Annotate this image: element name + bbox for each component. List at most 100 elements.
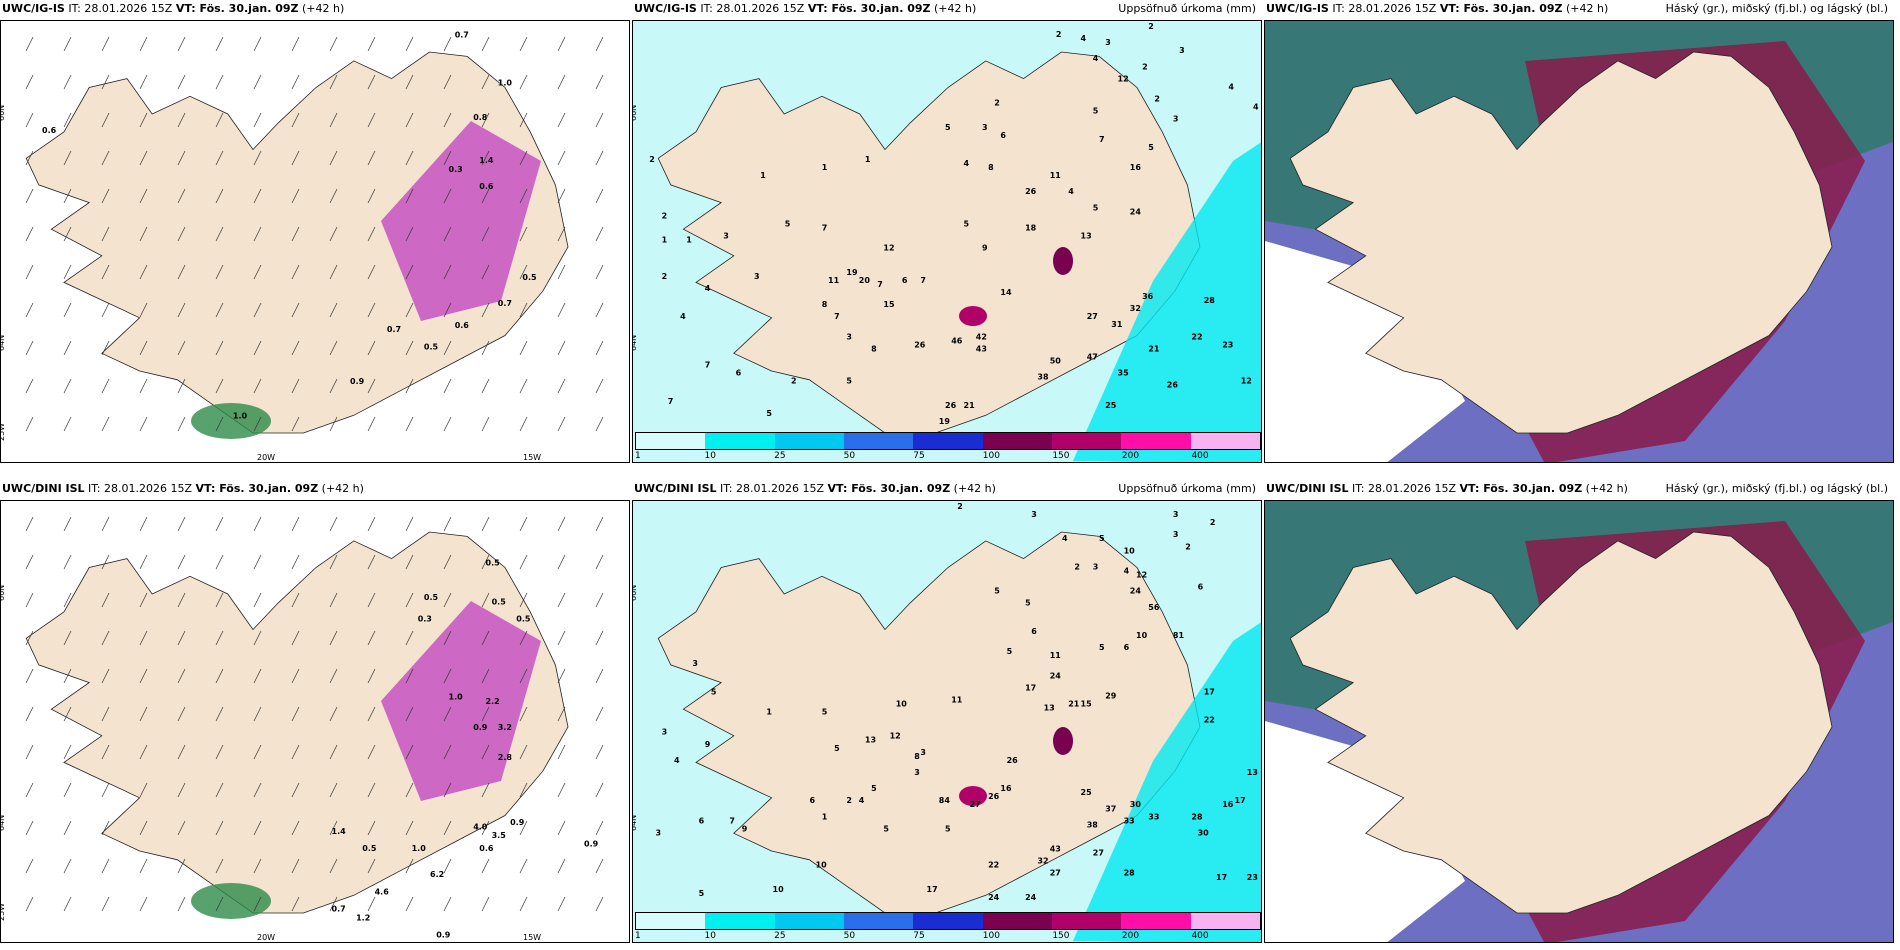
wind-barb	[253, 706, 262, 722]
wind-barb	[215, 630, 224, 646]
map-value-label: 12	[1241, 377, 1252, 386]
wind-barb	[481, 378, 490, 394]
map-frame[interactable]	[1264, 500, 1894, 943]
valid-time: Fös. 30.jan. 09Z	[199, 2, 299, 15]
wind-barb	[405, 668, 414, 684]
wind-barb	[557, 820, 566, 836]
init-time: 28.01.2026 15Z	[716, 2, 805, 15]
wind-barb	[443, 340, 452, 356]
wind-barb	[367, 340, 376, 356]
colorbar-tick: 1	[635, 931, 641, 941]
map-value-label: 7	[1099, 135, 1105, 144]
wind-barb	[139, 74, 148, 90]
lat-label: 64N	[633, 815, 638, 831]
wind-barb	[405, 226, 414, 242]
colorbar-cells	[635, 432, 1261, 450]
map-value-label: 3	[656, 828, 662, 837]
colorbar-tick: 50	[843, 451, 856, 461]
map-value-label: 3	[1031, 510, 1037, 519]
wind-barb	[481, 302, 490, 318]
valid-time: Fös. 30.jan. 09Z	[1483, 482, 1583, 495]
wind-barb	[329, 896, 338, 912]
wind-barb	[443, 226, 452, 242]
map-value-label: 4	[964, 159, 970, 168]
map-value-label: 3	[1093, 562, 1099, 571]
wind-barb	[595, 706, 604, 722]
wind-barb	[291, 782, 300, 798]
wind-barb	[367, 378, 376, 394]
wind-barb	[253, 150, 262, 166]
wind-barb	[367, 744, 376, 760]
wind-barb	[329, 188, 338, 204]
map-value-label: 0.3	[449, 165, 463, 174]
wind-barb	[101, 706, 110, 722]
lon-label: 20W	[257, 453, 275, 462]
map-value-label: 21	[1148, 344, 1160, 353]
map-value-label: 43	[1050, 845, 1061, 854]
wind-barb	[557, 226, 566, 242]
map-value-label: 22	[1191, 332, 1202, 341]
map-value-label: 0.5	[522, 273, 537, 282]
wind-barb	[557, 416, 566, 432]
wind-barb	[101, 378, 110, 394]
wind-barb	[443, 630, 452, 646]
precip-max-area	[959, 306, 987, 326]
wind-barb	[139, 516, 148, 532]
map-frame[interactable]: 20W 15W 66N 64N 25W 0.5 0.5 0.5 0.5 0.3 1.0 2.2 3.2 2…	[0, 500, 630, 943]
colorbar-cell	[843, 433, 914, 449]
map-value-label: 1.0	[233, 412, 248, 421]
wind-barb	[25, 668, 34, 684]
wind-barb	[177, 706, 186, 722]
wind-barb	[519, 516, 528, 532]
map-value-label: 21	[964, 401, 976, 410]
map-frame[interactable]: 66N 64N 2 3 2 4 12 4 4 2 4 3 2 5 3 7 5 16 11 26 4 5 24 18 13 9 14 3…	[632, 20, 1262, 463]
wind-barb	[253, 820, 262, 836]
colorbar-tick: 150	[1052, 931, 1070, 941]
map-frame[interactable]	[1264, 20, 1894, 463]
map-value-label: 0.7	[498, 299, 512, 308]
map-frame[interactable]: 20W 15W 66N 64N 25W 0.7 0.6 1.0 0.8 1.4 0.3 0.6 0.5 0…	[0, 20, 630, 463]
wind-barb	[177, 630, 186, 646]
map-value-label: 5	[766, 409, 772, 418]
colorbar-tick: 100	[982, 451, 1000, 461]
wind-barb	[253, 592, 262, 608]
wind-barb	[481, 264, 490, 280]
wind-barb	[215, 36, 224, 52]
map-value-label: 4	[1062, 534, 1068, 543]
map-value-label: 22	[1204, 716, 1215, 725]
map-value-label: 11	[1050, 651, 1062, 660]
map-value-label: 5	[945, 123, 951, 132]
map-value-label: 0.7	[387, 325, 401, 334]
lead-time: (+42 h)	[953, 482, 996, 495]
wind-barb	[215, 744, 224, 760]
map-value-label: 1	[865, 155, 871, 164]
wind-barb	[595, 378, 604, 394]
wind-barb	[101, 302, 110, 318]
colorbar-tick: 100	[982, 931, 1000, 941]
map-frame[interactable]: 66N 64N 2 3 3 2 3 2 5 10 4 12 24 6 56 5 3 4 2 5 6 10 81 5 11 5 6 24…	[632, 500, 1262, 943]
wind-barb	[139, 264, 148, 280]
wind-barb	[101, 340, 110, 356]
map-value-label: 25	[1105, 401, 1117, 410]
wind-barb	[595, 858, 604, 874]
map-value-label: 4	[1093, 54, 1099, 63]
wind-barb	[101, 150, 110, 166]
map-value-label: 2	[649, 155, 655, 164]
wind-barb	[253, 302, 262, 318]
map-value-label: 5	[1093, 203, 1099, 212]
map-value-label: 19	[846, 268, 858, 277]
map-svg	[1265, 501, 1893, 942]
snow-area	[381, 601, 541, 801]
wind-barb	[367, 112, 376, 128]
wind-barb	[139, 378, 148, 394]
colorbar-cell	[705, 433, 775, 449]
wind-barb	[215, 340, 224, 356]
wind-barb	[481, 668, 490, 684]
colorbar-tick: 1	[635, 451, 641, 461]
wind-barb	[25, 554, 34, 570]
map-value-label: 13	[1044, 704, 1055, 713]
wind-barb	[215, 416, 224, 432]
wind-barb	[63, 74, 72, 90]
map-value-label: 2.2	[486, 697, 500, 706]
